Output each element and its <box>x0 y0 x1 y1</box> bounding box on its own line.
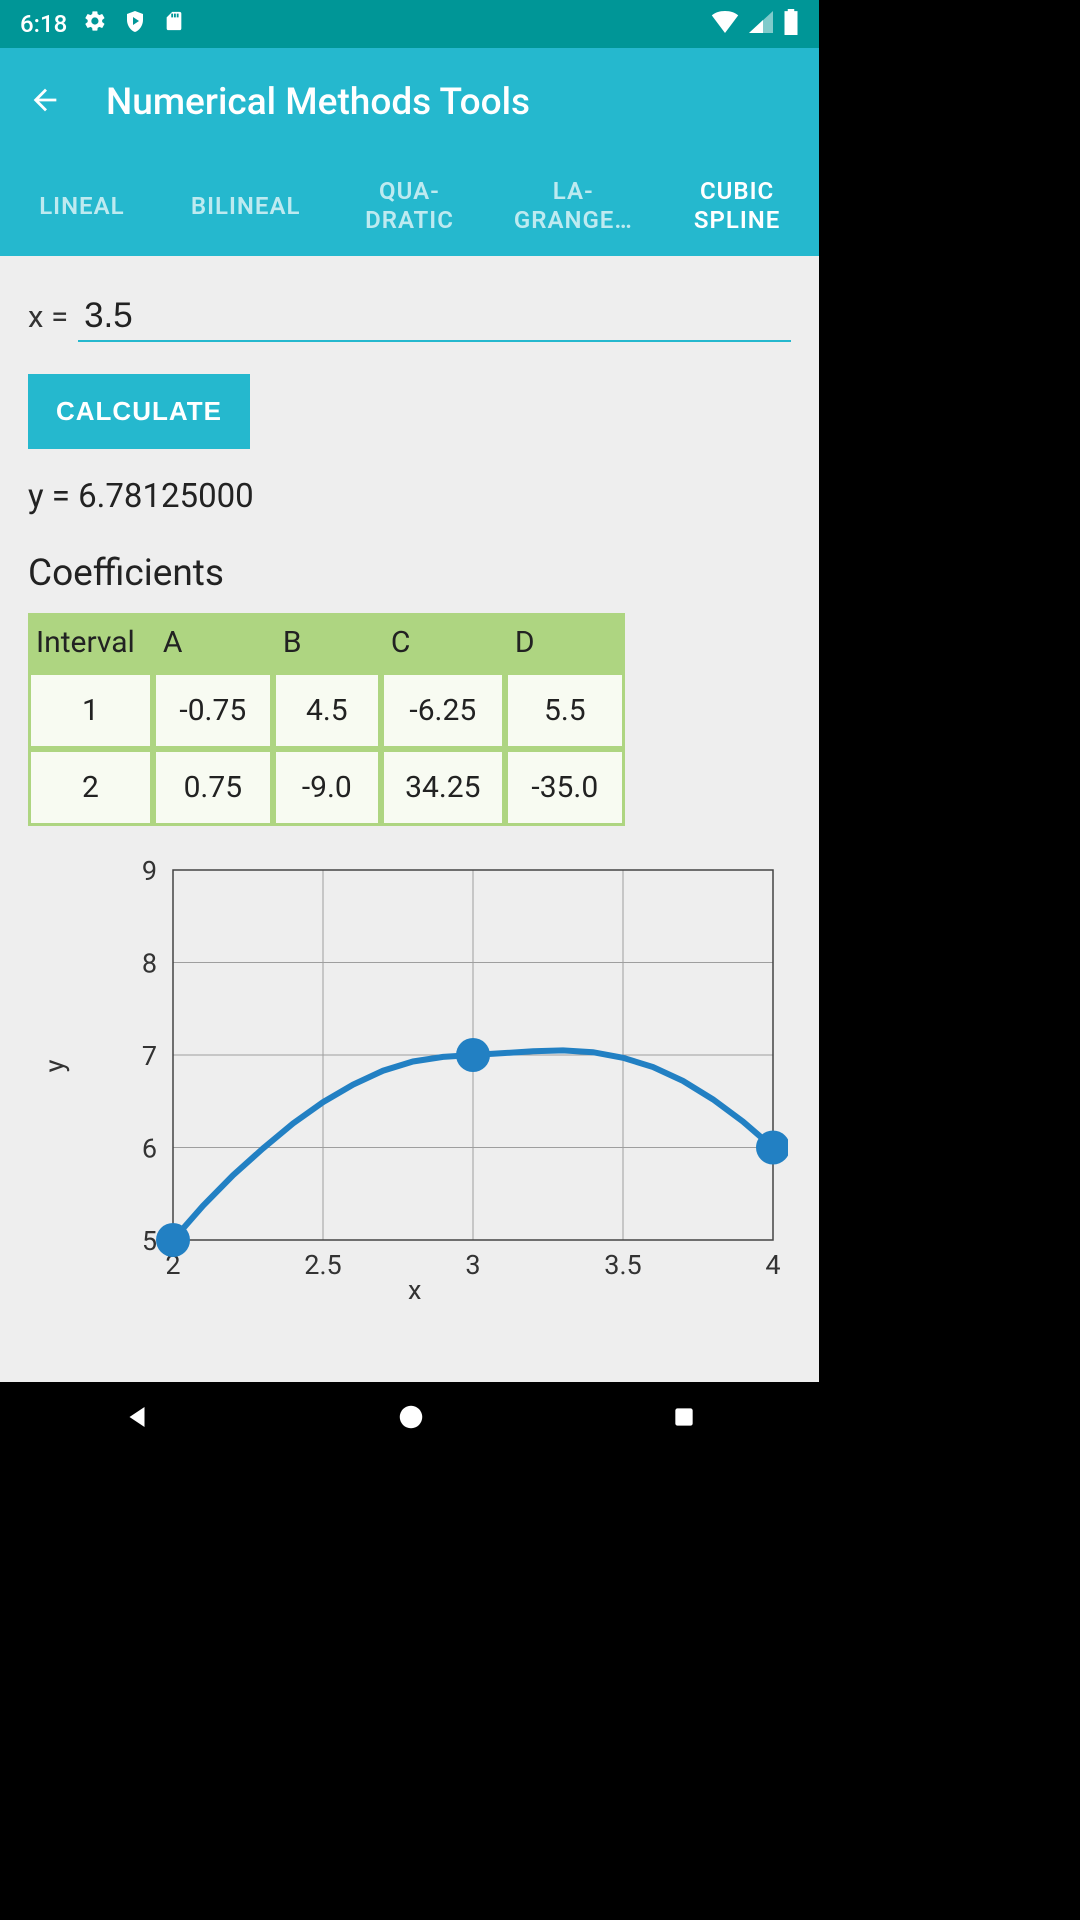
tab-bar: LINEAL BILINEAL QUA- DRATIC LA- GRANGE… … <box>0 156 819 256</box>
tab-lineal[interactable]: LINEAL <box>0 156 164 256</box>
battery-icon <box>783 9 799 39</box>
table-cell: -9.0 <box>273 749 381 826</box>
table-header-row: Interval A B C D <box>28 613 625 672</box>
nav-home-icon[interactable] <box>396 1402 426 1436</box>
back-arrow-icon[interactable] <box>28 83 62 121</box>
status-bar: 6:18 <box>0 0 819 48</box>
svg-text:3: 3 <box>465 1249 480 1281</box>
chart: 22.533.5498765 y x <box>28 860 788 1300</box>
nav-bar <box>0 1382 819 1456</box>
tab-bilineal[interactable]: BILINEAL <box>164 156 328 256</box>
table-cell: 4.5 <box>273 672 381 749</box>
calculate-button[interactable]: CALCULATE <box>28 374 250 449</box>
coefficients-table: Interval A B C D 1-0.754.5-6.255.520.75-… <box>28 613 625 826</box>
table-cell: 5.5 <box>505 672 625 749</box>
svg-text:6: 6 <box>142 1133 157 1165</box>
sd-card-icon <box>163 9 185 39</box>
table-cell: 0.75 <box>153 749 273 826</box>
svg-text:3.5: 3.5 <box>604 1249 641 1281</box>
status-time: 6:18 <box>20 10 67 38</box>
svg-text:2.5: 2.5 <box>304 1249 341 1281</box>
signal-icon <box>749 11 773 37</box>
table-row: 20.75-9.034.25-35.0 <box>28 749 625 826</box>
result-value: 6.78125000 <box>78 477 254 516</box>
svg-text:8: 8 <box>142 948 157 980</box>
table-cell: -6.25 <box>381 672 505 749</box>
col-interval: Interval <box>28 613 153 672</box>
app-bar: Numerical Methods Tools <box>0 48 819 156</box>
svg-text:9: 9 <box>142 860 157 887</box>
col-c: C <box>381 613 505 672</box>
tab-cubic-spline[interactable]: CUBIC SPLINE <box>655 156 819 256</box>
app-title: Numerical Methods Tools <box>106 81 530 124</box>
table-cell: 34.25 <box>381 749 505 826</box>
svg-text:5: 5 <box>142 1225 157 1257</box>
table-row: 1-0.754.5-6.255.5 <box>28 672 625 749</box>
tab-lagrange[interactable]: LA- GRANGE… <box>491 156 655 256</box>
result-text: y = 6.78125000 <box>28 477 791 516</box>
svg-text:4: 4 <box>765 1249 780 1281</box>
table-cell: 1 <box>28 672 153 749</box>
chart-svg: 22.533.5498765 <box>28 860 788 1320</box>
x-input-label: x = <box>28 298 68 335</box>
coefficients-title: Coefficients <box>28 552 791 595</box>
x-input-row: x = <box>28 292 791 342</box>
tab-quadratic[interactable]: QUA- DRATIC <box>328 156 492 256</box>
table-cell: -35.0 <box>505 749 625 826</box>
chart-xlabel: x <box>408 1274 421 1306</box>
x-input[interactable] <box>78 292 791 342</box>
status-left: 6:18 <box>20 9 185 39</box>
result-label: y = <box>28 477 70 516</box>
col-a: A <box>153 613 273 672</box>
nav-back-icon[interactable] <box>122 1402 152 1436</box>
wifi-icon <box>711 11 739 37</box>
shield-play-icon <box>123 9 147 39</box>
nav-recent-icon[interactable] <box>671 1404 697 1434</box>
content: x = CALCULATE y = 6.78125000 Coefficient… <box>0 256 819 1382</box>
col-d: D <box>505 613 625 672</box>
col-b: B <box>273 613 381 672</box>
table-cell: 2 <box>28 749 153 826</box>
table-cell: -0.75 <box>153 672 273 749</box>
svg-text:7: 7 <box>142 1040 157 1072</box>
status-right <box>711 9 799 39</box>
gear-icon <box>83 9 107 39</box>
chart-ylabel: y <box>38 1060 70 1073</box>
phone-frame: 6:18 Numerical M <box>0 0 819 1456</box>
